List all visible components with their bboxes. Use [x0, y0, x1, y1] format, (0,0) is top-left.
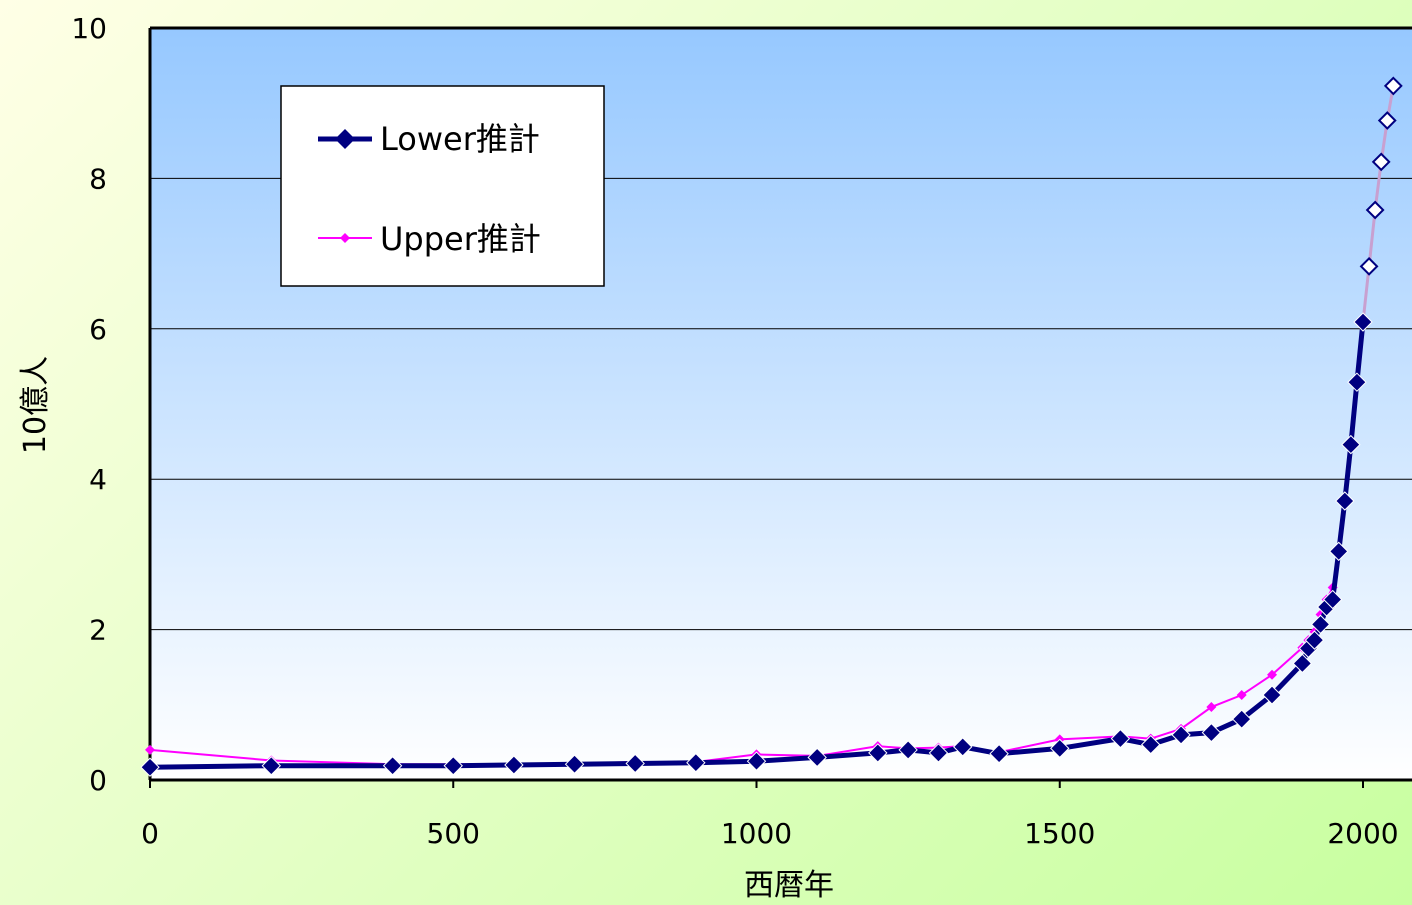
legend-swatch-lower-marker	[335, 129, 355, 149]
legend-swatch-upper-marker	[340, 233, 350, 243]
projection-point	[1371, 152, 1391, 172]
lower-point	[443, 756, 463, 776]
y-tick-label: 2	[89, 614, 107, 647]
lower-point	[1141, 734, 1161, 755]
upper-point	[145, 744, 155, 755]
lower-point	[1329, 541, 1349, 562]
lower-point	[898, 740, 918, 760]
lower-point	[1347, 372, 1367, 392]
x-tick-label: 1000	[721, 817, 792, 850]
legend-label-lower: Lower推計	[380, 120, 540, 158]
projection-point	[1377, 111, 1397, 130]
lower-point	[1322, 589, 1343, 610]
lower-point	[1110, 728, 1131, 749]
projection-point	[1383, 76, 1403, 96]
lower-point	[989, 743, 1009, 764]
tick-labels: 0 500 1000 1500 2000 0 2 4 6 8 10	[71, 12, 1398, 850]
lower-point	[625, 753, 645, 774]
x-tick-label: 1500	[1024, 817, 1095, 850]
legend: Lower推計 Upper推計	[280, 85, 605, 287]
lower-point	[1335, 491, 1355, 511]
upper-point	[1206, 702, 1217, 713]
lower-point	[261, 756, 282, 776]
y-tick-label: 6	[89, 313, 107, 346]
lower-point	[1353, 312, 1373, 332]
lower-point	[928, 743, 949, 763]
lower-point	[746, 751, 767, 771]
lower-point	[1201, 722, 1222, 743]
lower-point	[953, 737, 973, 757]
projection-point	[1365, 200, 1385, 220]
lower-point	[382, 756, 403, 776]
x-tick-label: 500	[427, 817, 480, 850]
axes	[148, 26, 1412, 788]
lower-point	[1310, 614, 1331, 635]
lower-point	[564, 754, 585, 774]
series-layer	[140, 76, 1403, 777]
y-tick-label: 10	[71, 12, 107, 45]
lower-point	[1231, 709, 1252, 729]
lower-point	[140, 757, 160, 777]
lower-point	[1341, 434, 1361, 455]
x-tick-label: 0	[141, 817, 159, 850]
lower-point	[807, 747, 827, 768]
x-axis-title: 西暦年	[744, 868, 834, 903]
upper-point	[1267, 669, 1278, 680]
projection-point	[1359, 256, 1379, 276]
lower-point	[1171, 725, 1191, 745]
upper-point	[1236, 690, 1247, 701]
legend-box	[280, 85, 605, 287]
lower-point	[1050, 738, 1070, 759]
lower-point	[686, 752, 706, 773]
y-tick-label: 8	[89, 162, 107, 195]
lower-point	[1304, 630, 1325, 650]
x-tick-label: 2000	[1327, 817, 1398, 850]
y-tick-label: 4	[89, 463, 107, 496]
legend-label-upper: Upper推計	[380, 220, 541, 258]
lower-point	[504, 755, 524, 775]
lower-point	[1292, 653, 1313, 674]
y-axis-title: 10億人	[18, 356, 53, 454]
lower-point	[1262, 685, 1282, 705]
y-tick-label: 0	[89, 764, 107, 797]
lower-point	[868, 743, 888, 763]
